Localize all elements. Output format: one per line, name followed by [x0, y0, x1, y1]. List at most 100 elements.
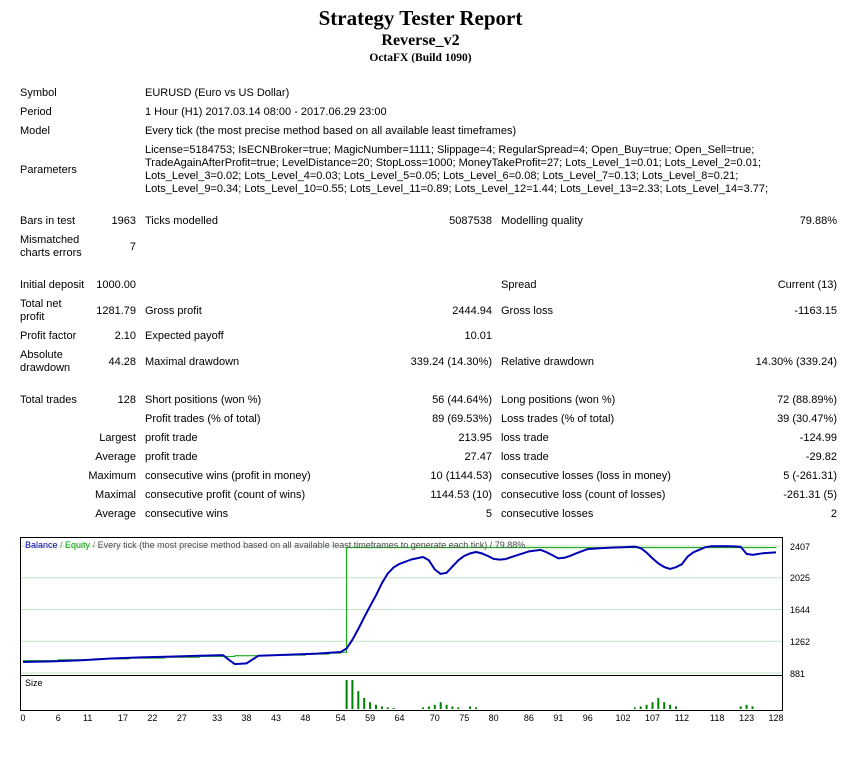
- size-bar: [657, 697, 660, 709]
- cell-value: 5: [485, 508, 492, 520]
- cell-label: Profit trades (% of total): [145, 413, 261, 425]
- cell-value: Current (13): [777, 279, 837, 291]
- report-row: Bars in test 1963 Ticks modelled 5087538 Mod…: [20, 212, 837, 231]
- x-tick-label: 59: [365, 713, 376, 723]
- cell-value: -124.99: [799, 432, 837, 444]
- size-chart-svg: [345, 680, 754, 709]
- y-tick-label: 1644: [790, 605, 811, 615]
- cell-label: consecutive wins (profit in money): [145, 470, 311, 482]
- x-axis-labels: 0 6 11 17 22 27 33 38 43 48 54 59 64 70 75 80 86 91 96 102 1…: [20, 711, 783, 725]
- cell-label: consecutive loss (count of losses): [501, 489, 666, 501]
- x-tick-label: 128: [768, 713, 784, 723]
- report-row: Absolute drawdown 44.28 Maximal drawdown 33…: [20, 346, 837, 378]
- report-header: Strategy Tester Report Reverse_v2 OctaFX…: [0, 0, 841, 66]
- cell-label: consecutive losses (loss in money): [501, 470, 671, 482]
- cell-value: 14.30% (339.24): [755, 355, 837, 368]
- cell-label: consecutive wins: [145, 508, 229, 520]
- cell-label: consecutive profit (count of wins): [145, 489, 306, 501]
- report-row: Profit factor 2.10 Expected payoff 10.01: [20, 327, 837, 346]
- row-label: Average: [95, 508, 136, 520]
- row-label: Initial deposit: [20, 279, 85, 291]
- x-tick-label: 43: [270, 713, 281, 723]
- report-row: Initial deposit 1000.00 Spread Current (13): [20, 276, 837, 295]
- cell-label: Maximal drawdown: [145, 355, 240, 368]
- size-bar: [469, 706, 472, 709]
- cell-label: Loss trades (% of total): [501, 413, 615, 425]
- size-bar: [651, 702, 654, 709]
- cell-value: 10 (1144.53): [430, 470, 492, 482]
- cell-label: loss trade: [501, 451, 549, 463]
- cell-value: 10.01: [464, 330, 492, 342]
- report-row: Total trades 128 Short positions (won %) 56…: [20, 391, 837, 410]
- size-bar: [633, 707, 636, 709]
- x-tick-label: 48: [300, 713, 311, 723]
- size-bar: [639, 706, 642, 709]
- size-bar: [675, 706, 677, 709]
- size-chart: Size: [20, 676, 783, 711]
- size-bar: [645, 704, 648, 709]
- y-tick-label: 2025: [790, 573, 811, 584]
- balance-chart-row: Balance / Equity / Every tick (the most …: [20, 537, 841, 679]
- cell-label: Ticks modelled: [145, 215, 218, 227]
- row-label: Total trades: [20, 394, 77, 406]
- row-value: License=5184753; IsECNBroker=true; Magic…: [145, 144, 769, 195]
- row-label: Total net profit: [20, 298, 62, 323]
- size-bar: [363, 697, 366, 709]
- size-bar: [739, 706, 742, 709]
- cell-value: 1144.53 (10): [430, 489, 492, 501]
- size-bar: [445, 704, 448, 709]
- row-label: Largest: [99, 432, 136, 444]
- report-row: Largest profit trade 213.95 loss trade -124.…: [20, 429, 837, 448]
- cell-value: -1163.15: [794, 304, 837, 317]
- row-label: Maximum: [88, 470, 136, 482]
- report-row: Parameters License=5184753; IsECNBroker=t…: [20, 141, 837, 199]
- size-bar: [357, 691, 360, 709]
- y-axis-labels: 2407 2025 1644 1262 881: [783, 537, 838, 679]
- row-label: Period: [20, 106, 52, 118]
- cell-label: loss trade: [501, 432, 549, 444]
- row-label: Maximal: [95, 489, 136, 501]
- row-value: 1 Hour (H1) 2017.03.14 08:00 - 2017.06.2…: [145, 106, 387, 118]
- cell-value: 128: [117, 394, 136, 406]
- cell-value: 213.95: [458, 432, 492, 444]
- row-label: Bars in test: [20, 215, 76, 227]
- cell-value: 2444.94: [452, 304, 492, 317]
- cell-value: 27.47: [464, 451, 492, 463]
- row-label: Model: [20, 125, 50, 137]
- legend-separator: /: [90, 540, 98, 550]
- legend-description: Every tick (the most precise method base…: [97, 540, 526, 550]
- cell-label: consecutive losses: [501, 508, 594, 520]
- row-gap: [20, 199, 837, 212]
- cell-value: 44.28: [108, 355, 136, 368]
- size-bar: [375, 704, 377, 709]
- cell-value: -261.31 (5): [783, 489, 837, 501]
- balance-chart-svg: [21, 545, 782, 674]
- x-tick-label: 102: [615, 713, 631, 723]
- x-tick-label: 54: [335, 713, 346, 723]
- report-row: Mismatched charts errors 7: [20, 231, 837, 263]
- size-bar: [351, 680, 354, 709]
- legend-equity: Equity: [65, 540, 91, 550]
- y-tick-label: 1262: [790, 636, 811, 647]
- x-tick-label: 123: [739, 713, 755, 723]
- cell-value: 5087538: [449, 215, 492, 227]
- cell-value: 89 (69.53%): [432, 413, 492, 425]
- row-gap: [20, 378, 837, 391]
- cell-value: 5 (-261.31): [783, 470, 837, 482]
- cell-value: 339.24 (14.30%): [410, 355, 492, 368]
- size-bar: [457, 707, 460, 709]
- size-bar: [345, 680, 348, 709]
- report-row: Model Every tick (the most precise method…: [20, 122, 837, 141]
- x-tick-label: 22: [147, 713, 158, 723]
- balance-chart: Balance / Equity / Every tick (the most …: [20, 537, 783, 676]
- row-label: Absolute drawdown: [20, 349, 71, 374]
- size-bar: [422, 707, 424, 709]
- y-tick-label: 881: [790, 668, 806, 679]
- x-tick-label: 70: [429, 713, 440, 723]
- cell-label: Gross loss: [501, 304, 553, 317]
- x-tick-label: 86: [523, 713, 534, 723]
- size-bar: [451, 706, 454, 709]
- cell-value: 39 (30.47%): [777, 413, 837, 425]
- cell-value: 2.10: [114, 330, 136, 342]
- x-tick-label: 80: [488, 713, 499, 723]
